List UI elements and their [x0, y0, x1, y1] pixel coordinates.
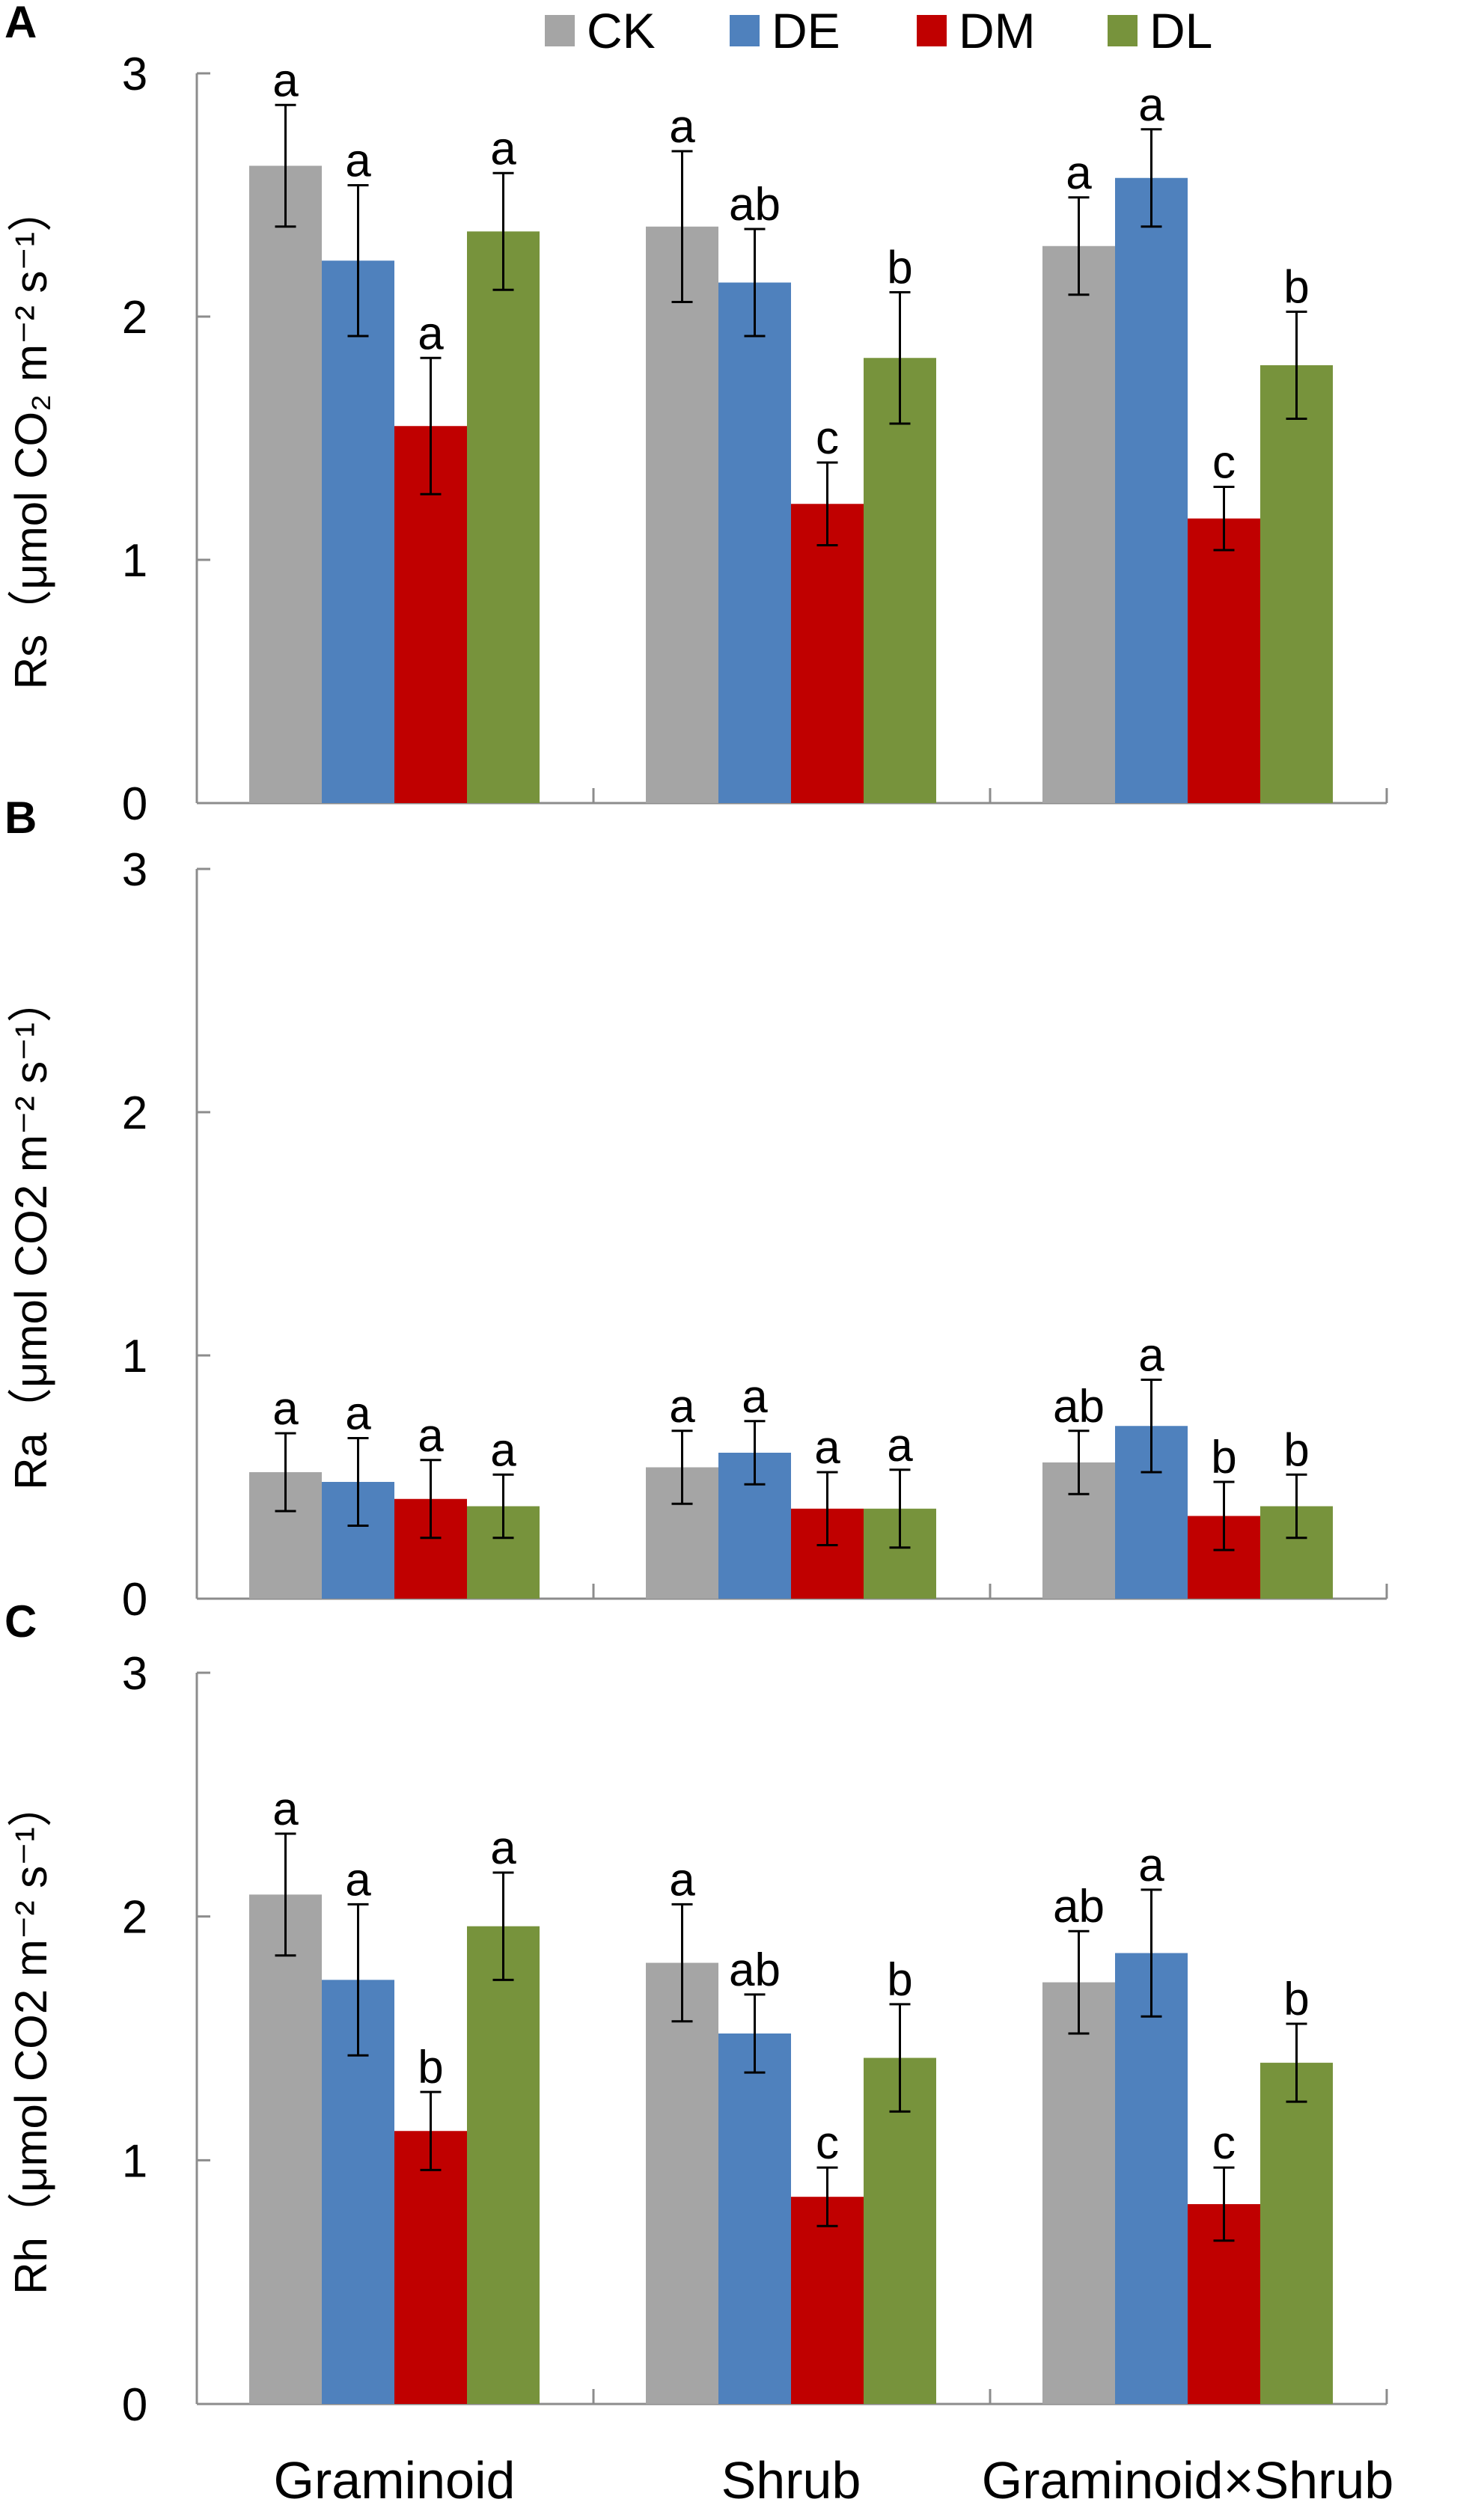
legend-swatch-ck: [545, 15, 575, 46]
significance-letter: b: [1283, 1974, 1309, 2025]
significance-letter: a: [490, 1822, 516, 1874]
legend-swatch-dm: [917, 15, 947, 46]
significance-letter: a: [814, 1422, 840, 1474]
significance-letter: a: [272, 55, 299, 106]
significance-letter: a: [272, 1383, 299, 1435]
bar-dm-1: [791, 504, 864, 803]
y-tick-label: 0: [122, 778, 147, 830]
significance-letter: ab: [729, 179, 781, 231]
bar-ck-1: [646, 226, 718, 803]
bar-ck-0: [249, 165, 322, 803]
significance-letter: a: [345, 1388, 371, 1440]
bar-de-1: [718, 282, 791, 803]
legend-label-de: DE: [772, 3, 840, 58]
bar-ck-2: [1042, 245, 1115, 803]
bar-dm-1: [791, 2197, 864, 2404]
significance-letter: a: [669, 1381, 695, 1433]
bar-dl-2: [1260, 365, 1333, 803]
significance-letter: a: [490, 1424, 516, 1476]
bar-ck-1: [646, 1962, 718, 2404]
significance-letter: a: [345, 1854, 371, 1906]
y-tick-label: 2: [122, 1087, 147, 1139]
significance-letter: ab: [1053, 1881, 1105, 1932]
bar-dm-2: [1188, 518, 1260, 803]
legend-label-dl: DL: [1149, 3, 1212, 58]
legend-label-ck: CK: [587, 3, 656, 58]
y-tick-label: 1: [122, 1331, 147, 1382]
significance-letter: a: [669, 101, 695, 153]
significance-letter: a: [1138, 79, 1164, 131]
significance-letter: a: [345, 135, 371, 187]
y-tick-label: 1: [122, 535, 147, 587]
y-tick-label: 3: [122, 49, 147, 100]
legend-label-dm: DM: [959, 3, 1036, 58]
legend-swatch-de: [730, 15, 760, 46]
bar-ck-0: [249, 1894, 322, 2404]
legend: CK DE DM DL: [545, 3, 1212, 58]
legend-swatch-dl: [1108, 15, 1138, 46]
significance-letter: c: [816, 2117, 839, 2169]
significance-letter: a: [1066, 147, 1092, 199]
bar-de-2: [1115, 177, 1188, 803]
bar-dl-1: [864, 2057, 936, 2404]
y-tick-label: 3: [122, 1648, 147, 1700]
y-tick-label: 0: [122, 2379, 147, 2431]
bar-ck-2: [1042, 1982, 1115, 2404]
bar-dl-0: [467, 1926, 540, 2404]
significance-letter: a: [418, 1410, 444, 1462]
significance-letter: c: [1212, 437, 1236, 489]
significance-letter: a: [490, 123, 516, 174]
bar-de-0: [322, 260, 394, 803]
significance-letter: a: [272, 1784, 299, 1835]
panel-label: A: [4, 0, 37, 47]
bar-de-2: [1115, 1953, 1188, 2404]
significance-letter: c: [1212, 2117, 1236, 2169]
y-axis-label: Rh（μmol CO2 m⁻² s⁻¹）: [6, 1782, 56, 2295]
significance-letter: b: [418, 2042, 443, 2093]
y-axis-label: Rs（μmol CO₂ m⁻² s⁻¹）: [6, 187, 56, 689]
y-tick-label: 0: [122, 1574, 147, 1626]
bar-dl-2: [1260, 2063, 1333, 2404]
bar-dl-0: [467, 231, 540, 803]
x-category-label: Shrub: [721, 2451, 861, 2510]
y-tick-label: 2: [122, 1892, 147, 1944]
significance-letter: a: [1138, 1840, 1164, 1891]
panel-label: B: [4, 793, 37, 843]
bar-dm-0: [394, 2131, 467, 2404]
y-tick-label: 3: [122, 844, 147, 896]
significance-letter: a: [742, 1371, 768, 1423]
x-category-label: Graminoid×Shrub: [982, 2451, 1394, 2510]
significance-letter: ab: [729, 1944, 781, 1996]
y-axis-label: Ra（μmol CO2 m⁻² s⁻¹）: [6, 977, 56, 1490]
significance-letter: a: [418, 308, 444, 359]
significance-letter: ab: [1053, 1381, 1105, 1433]
significance-letter: b: [1283, 1424, 1309, 1476]
significance-letter: a: [669, 1854, 695, 1906]
significance-letter: c: [816, 412, 839, 464]
significance-letter: b: [887, 1954, 912, 2006]
significance-letter: b: [1283, 262, 1309, 314]
y-tick-label: 1: [122, 2135, 147, 2187]
x-category-label: Graminoid: [274, 2451, 516, 2510]
significance-letter: b: [887, 242, 912, 294]
significance-letter: b: [1211, 1432, 1236, 1483]
significance-letter: a: [1138, 1330, 1164, 1382]
significance-letter: a: [887, 1420, 913, 1471]
panel-label: C: [4, 1596, 37, 1647]
y-tick-label: 2: [122, 292, 147, 344]
bar-dl-1: [864, 358, 936, 803]
bar-de-1: [718, 2033, 791, 2404]
